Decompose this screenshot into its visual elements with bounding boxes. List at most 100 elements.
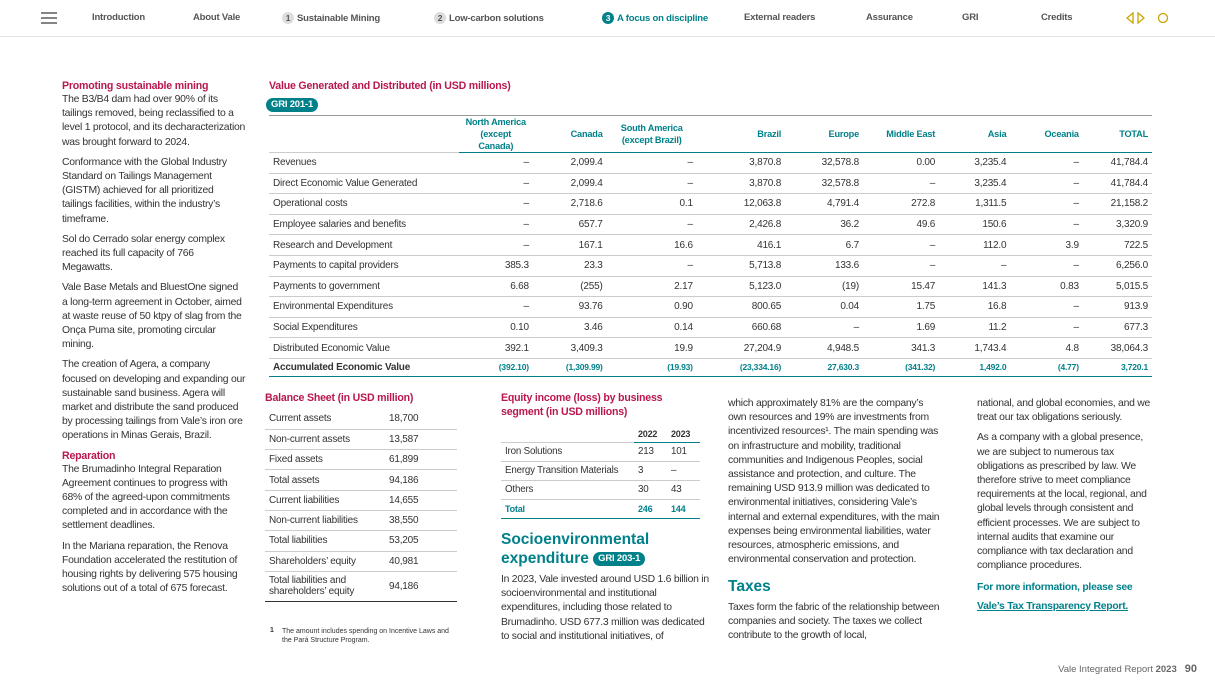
header-cell	[501, 426, 634, 443]
table-cell: 11.2	[939, 317, 1011, 339]
gri-badge: GRI 201-1	[266, 98, 319, 112]
table-cell: –	[458, 173, 533, 195]
nav-item[interactable]: Assurance	[866, 12, 913, 23]
section-heading: Reparation	[62, 449, 116, 462]
row-value: 38,550	[385, 510, 457, 532]
total-cell: (19.93)	[606, 358, 697, 377]
table-cell: 4.8	[1010, 337, 1083, 359]
table-cell: –	[1010, 152, 1083, 174]
menu-icon[interactable]	[40, 11, 58, 25]
table-row: Research and Development –167.1 16.6 416.1 6…	[269, 234, 1152, 256]
footnote-number: 1	[270, 627, 274, 634]
table-title: Equity income (loss) by business segment…	[501, 392, 663, 418]
row-value: 40,981	[385, 551, 457, 572]
nav-item[interactable]: About Vale	[193, 12, 240, 23]
table-cell: 1.75	[862, 296, 940, 318]
table-cell: 3.46	[532, 317, 607, 339]
nav-label: Sustainable Mining	[297, 13, 380, 24]
table-cell: –	[458, 152, 533, 174]
table-cell: 49.6	[862, 214, 940, 236]
header-cell: TOTAL	[1082, 115, 1152, 153]
section-heading: Taxes	[728, 578, 771, 595]
total-cell: (4.77)	[1010, 358, 1083, 377]
table-cell: 112.0	[939, 234, 1011, 256]
table-cell: –	[606, 173, 697, 195]
total-cell: (341.32)	[862, 358, 940, 377]
section-heading: Socioenvironmental expenditure GRI 203-1	[501, 530, 711, 568]
table-cell: 1,743.4	[939, 337, 1011, 359]
table-cell: 4,948.5	[785, 337, 863, 359]
nav-controls[interactable]	[1124, 11, 1172, 25]
nav-item[interactable]: Introduction	[92, 12, 145, 23]
paragraph: In 2023, Vale invested around USD 1.6 bi…	[501, 574, 709, 642]
row-label: Energy Transition Materials	[501, 461, 634, 481]
nav-label: External readers	[744, 12, 816, 23]
link[interactable]: Vale’s Tax Transparency Report.	[977, 600, 1129, 612]
paragraph: Conformance with the Global Industry Sta…	[62, 156, 227, 225]
row-value: 94,186	[385, 571, 457, 602]
paragraph: Vale Base Metals and BluestOne signed a …	[62, 282, 242, 351]
table-cell: (255)	[532, 276, 607, 298]
row-label: Shareholders’ equity	[265, 551, 385, 572]
paragraph: As a company with a global presence, we …	[977, 432, 1147, 572]
table-cell: 23.3	[532, 255, 607, 277]
table-cell: 0.04	[785, 296, 863, 318]
table-row: Payments to government 6.68 (255) 2.17 5,123…	[269, 276, 1152, 298]
table-cell: 722.5	[1082, 234, 1152, 256]
table-cell: 15.47	[862, 276, 940, 298]
table-row: Current assets 18,700	[265, 409, 457, 430]
row-label: Total assets	[265, 469, 385, 491]
header-cell: 2022	[634, 426, 667, 443]
table-cell: 5,123.0	[696, 276, 786, 298]
table-cell: –	[458, 214, 533, 236]
nav-label: Low-carbon solutions	[449, 13, 544, 24]
row-label: Payments to government	[269, 276, 459, 298]
nav-number: 1	[282, 12, 294, 24]
table-cell: –	[1010, 173, 1083, 195]
nav-item[interactable]: 2 Low-carbon solutions	[434, 12, 544, 24]
paragraph: which approximately 81% are the company’…	[728, 398, 940, 566]
table-cell: –	[458, 234, 533, 256]
table-cell: 0.00	[862, 152, 940, 174]
row-label: Payments to capital providers	[269, 255, 459, 277]
table-cell: 3,235.4	[939, 173, 1011, 195]
table-cell: 2.17	[606, 276, 697, 298]
nav-item[interactable]: Credits	[1041, 12, 1073, 23]
table-cell: 3,235.4	[939, 152, 1011, 174]
table-cell: –	[606, 152, 697, 174]
table-row: Employee salaries and benefits –657.7–2,4…	[269, 214, 1152, 236]
table-cell: (19)	[785, 276, 863, 298]
table-cell: 16.8	[939, 296, 1011, 318]
paragraph: Sol do Cerrado solar energy complex reac…	[62, 233, 225, 274]
table-cell: 38,064.3	[1082, 337, 1152, 359]
table-cell: –	[862, 173, 940, 195]
header-cell: Canada	[532, 115, 607, 153]
table-cell: 677.3	[1082, 317, 1152, 339]
table-cell: 36.2	[785, 214, 863, 236]
nav-item[interactable]: External readers	[744, 12, 815, 23]
table-row: Social Expenditures 0.10 3.46 0.14 660.68–1.…	[269, 317, 1152, 339]
table-cell: –	[1010, 214, 1083, 236]
table-cell: 167.1	[532, 234, 607, 256]
table-cell: 41,784.4	[1082, 173, 1152, 195]
equity-table: 2022 2023 Iron Solutions 213 101 Energy Trans…	[501, 426, 700, 519]
table-cell: 3,870.8	[696, 173, 786, 195]
paragraph: national, and global economies, and we t…	[977, 398, 1151, 424]
table-cell: 19.9	[606, 337, 697, 359]
table-row: Total liabilities and shareholders’ equi…	[265, 571, 457, 602]
row-label: Distributed Economic Value	[269, 337, 459, 359]
row-value: 18,700	[385, 409, 457, 430]
nav-item[interactable]: 1 Sustainable Mining	[282, 12, 380, 24]
total-cell: 246	[634, 499, 667, 519]
row-label: Revenues	[269, 152, 459, 174]
table-cell: 21,158.2	[1082, 193, 1152, 215]
row-label: Social Expenditures	[269, 317, 459, 339]
table-cell: –	[1010, 317, 1083, 339]
nav-item[interactable]: GRI	[962, 12, 979, 23]
table-cell: 101	[667, 442, 700, 462]
row-value: 61,899	[385, 449, 457, 471]
table-cell: 272.8	[862, 193, 940, 215]
table-cell: 2,099.4	[532, 173, 607, 195]
